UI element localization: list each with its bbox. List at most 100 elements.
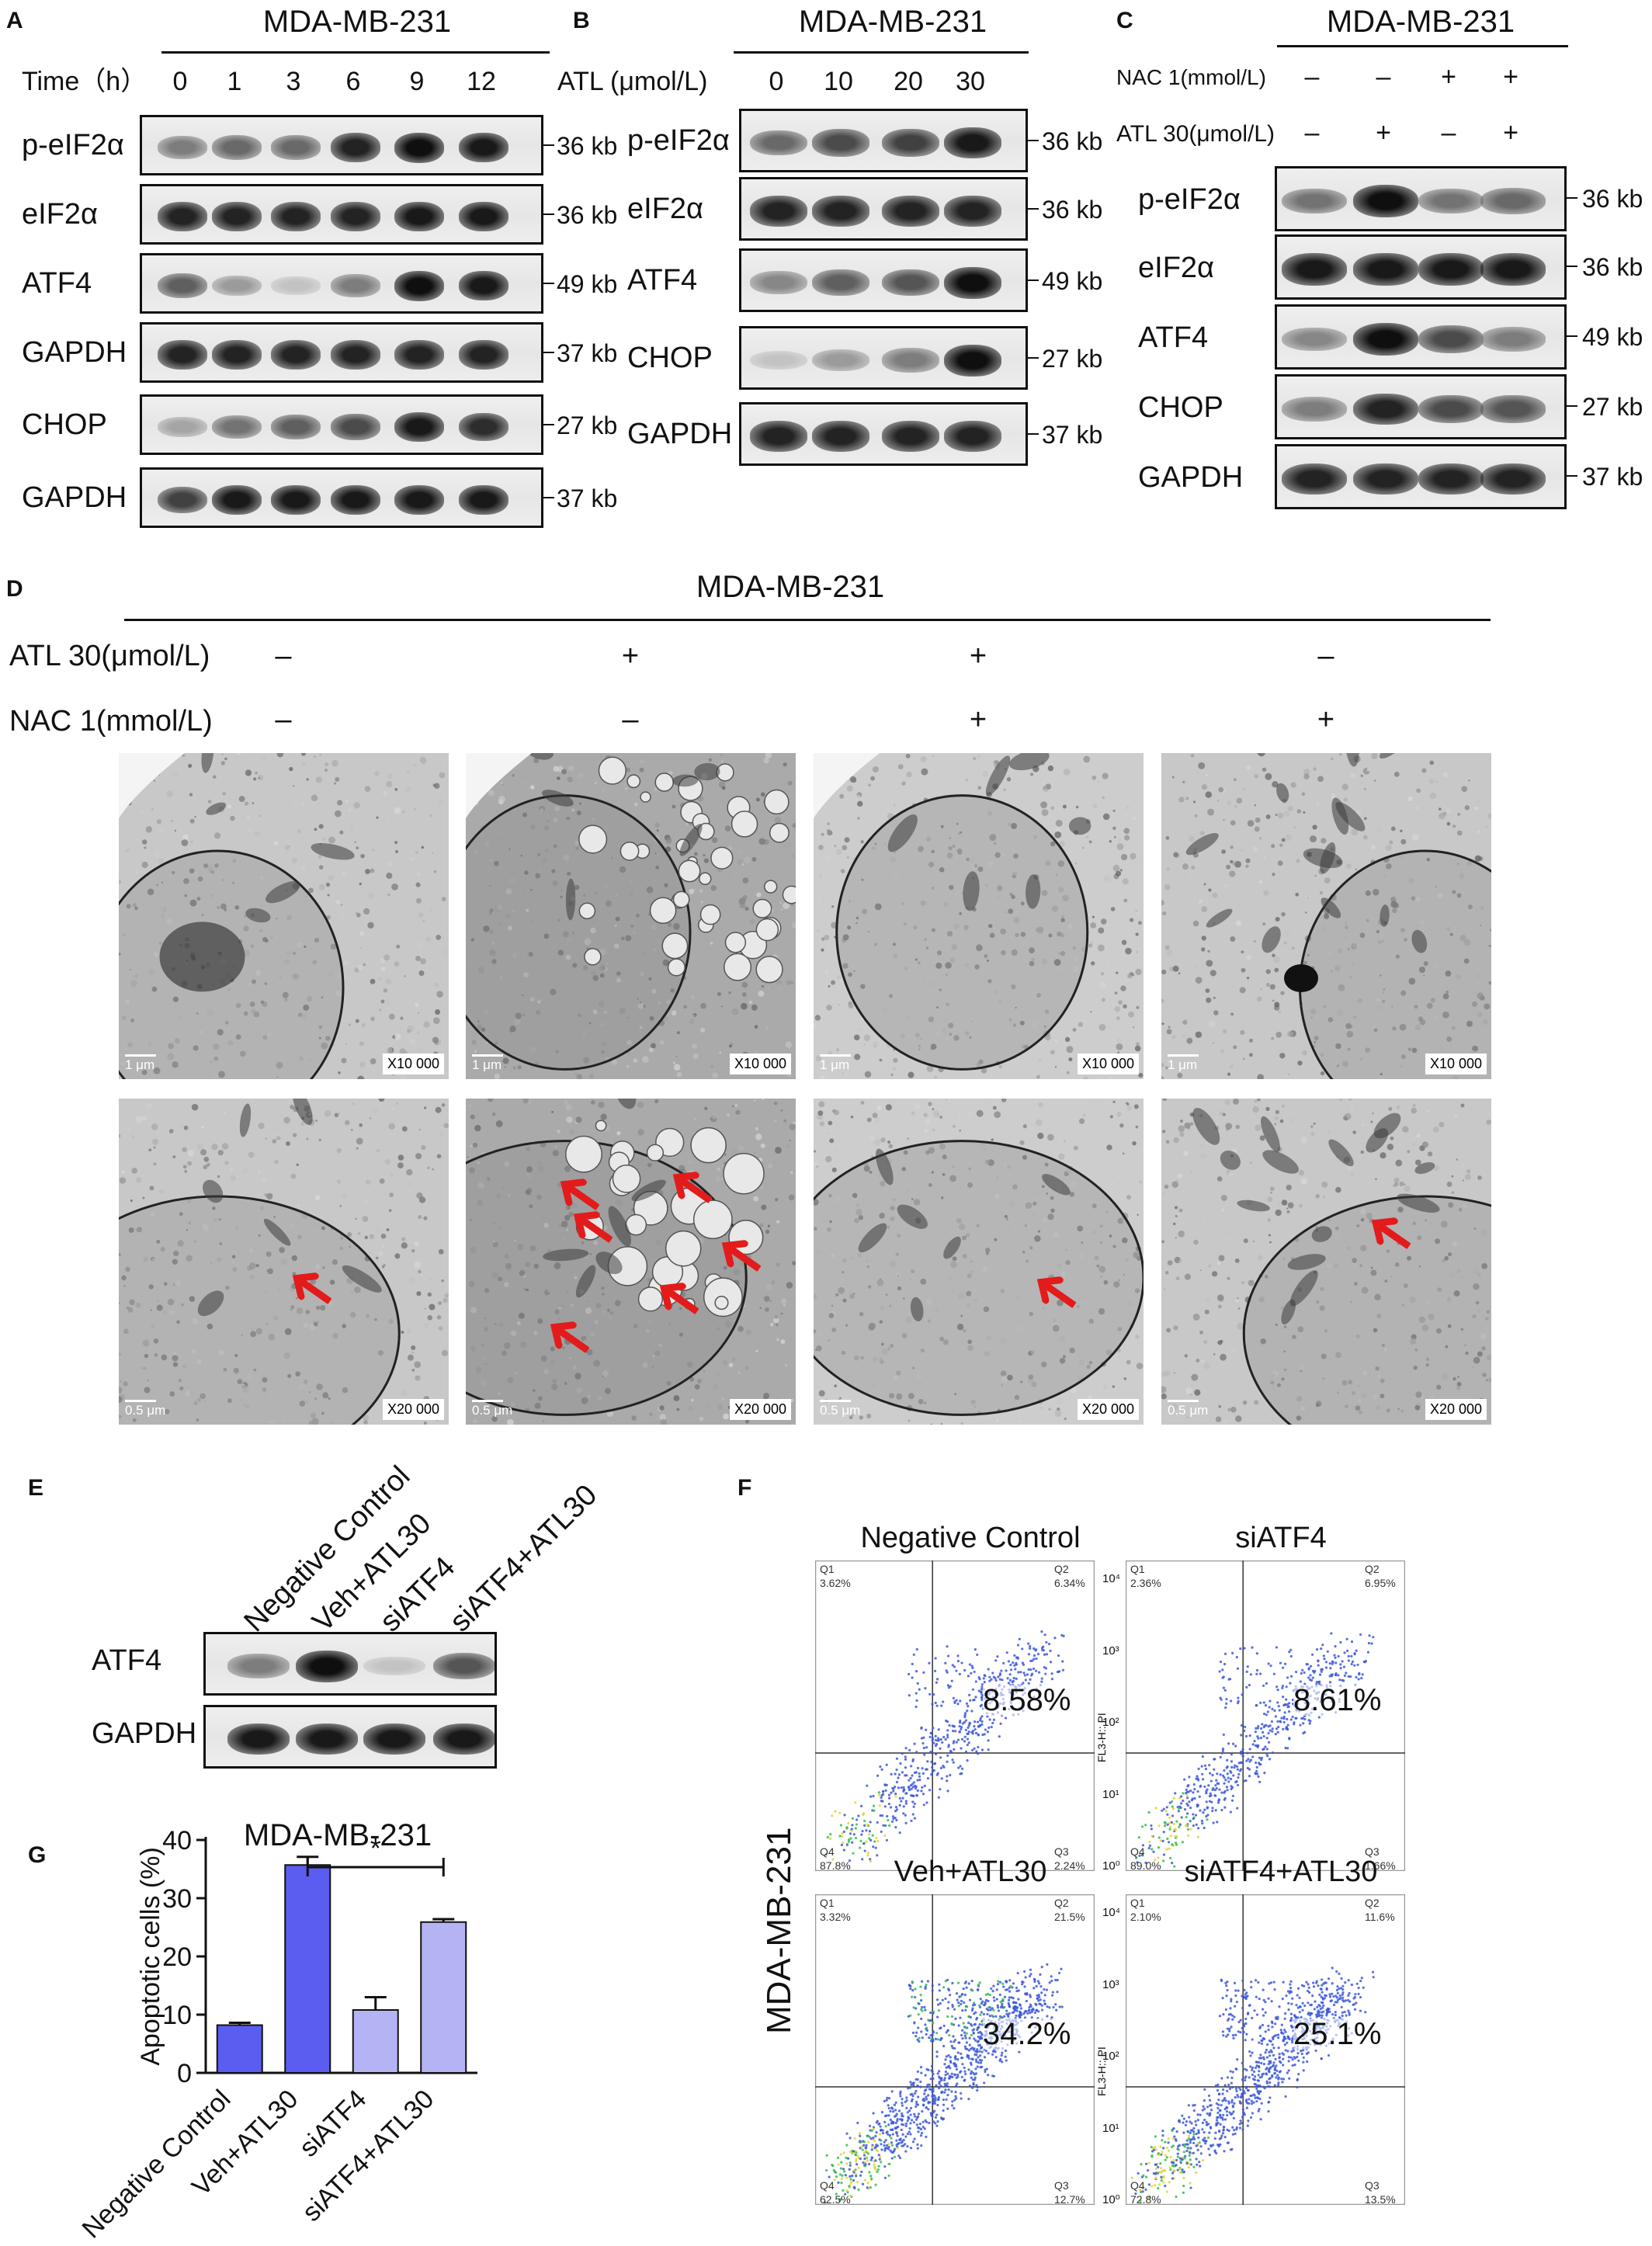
vacuole [731, 811, 758, 838]
blot-row [739, 402, 1028, 466]
quadrant-value: 6.95% [1365, 1577, 1396, 1589]
side-label: MDA-MB-231 [760, 1827, 798, 2035]
band [750, 130, 807, 156]
red-arrow-icon [722, 1240, 762, 1272]
quadrant-value: 3.62% [820, 1577, 851, 1589]
band [363, 1656, 426, 1676]
quadrant-name: Q3 [1365, 2179, 1380, 2192]
vacuole [626, 774, 641, 789]
kb-label: 27 kb [1582, 393, 1643, 421]
lane-label: 0 [769, 67, 784, 96]
band [882, 421, 939, 452]
blot-row [140, 322, 543, 383]
band [750, 350, 807, 370]
row-label: p-eIF2α [1138, 183, 1241, 216]
vacuole [714, 1295, 729, 1310]
row-label: ATF4 [627, 264, 698, 297]
mitochondrion [526, 753, 554, 760]
mitochondrion [1041, 1174, 1071, 1196]
quadrant-value: 6.34% [1054, 1577, 1085, 1589]
nucleus [835, 794, 1089, 1071]
lane-label: 9 [409, 67, 425, 96]
scale-bar: 1 μm [1168, 1054, 1199, 1072]
magnification-label: X20 000 [1425, 1399, 1487, 1420]
kb-label: 36 kb [1042, 127, 1103, 155]
nac-sign: + [969, 703, 987, 736]
atl-sign: + [1503, 118, 1518, 148]
title-rule [1277, 45, 1568, 47]
band [1418, 463, 1484, 495]
atl-label: ATL 30(μmol/L) [1116, 121, 1275, 147]
band [944, 266, 1001, 299]
axis-tick: 10⁰ [1102, 1859, 1120, 1873]
panel-title: MDA-MB-231 [696, 570, 885, 604]
nac-sign: – [1376, 62, 1391, 92]
red-arrow-icon [1371, 1217, 1411, 1249]
mitochondrion [1380, 904, 1390, 927]
panel-letter: F [738, 1475, 752, 1501]
apoptotic-percentage: 8.61% [1293, 1683, 1382, 1717]
panel-letter: G [28, 1842, 47, 1868]
band [812, 421, 869, 452]
mitochondrion [311, 842, 355, 860]
nac-label: NAC 1(mmol/L) [9, 705, 213, 738]
panel-letter: B [573, 8, 590, 33]
band [882, 269, 939, 297]
mitochondrion [910, 1297, 924, 1322]
red-arrow-icon [550, 1321, 591, 1354]
mitochondrion [1335, 802, 1366, 831]
band [394, 411, 445, 443]
mitochondrion [292, 1099, 313, 1126]
band [211, 275, 262, 297]
mitochondrion [943, 1236, 961, 1259]
vacuole [612, 1165, 641, 1193]
band [944, 127, 1001, 159]
band [458, 484, 509, 516]
mitochondrion [1411, 929, 1428, 953]
mitochondrion [1379, 753, 1404, 759]
row-label: CHOP [627, 342, 713, 374]
blot-row [140, 115, 543, 175]
band [432, 1723, 495, 1755]
vacuole [755, 956, 783, 984]
band [1281, 327, 1348, 352]
band [1480, 395, 1546, 423]
mitochondrion [1261, 1116, 1280, 1153]
kb-label: 36 kb [557, 132, 618, 160]
background-space [814, 753, 880, 818]
mitochondrion [1321, 897, 1341, 918]
band [1480, 463, 1546, 495]
mitochondrion [1311, 1226, 1332, 1242]
panel-letter: A [6, 8, 23, 33]
background-space [119, 753, 185, 818]
quadrant-name: Q1 [1130, 1897, 1145, 1909]
kb-label: 49 kb [1582, 323, 1643, 351]
bar [352, 2009, 399, 2074]
mitochondrion [1414, 1162, 1435, 1175]
band [1281, 397, 1348, 422]
mitochondrion [1068, 817, 1092, 835]
mitochondrion [201, 753, 214, 773]
vacuole [667, 958, 685, 977]
mitochondrion [1320, 842, 1336, 874]
condition-label: ATL (μmol/L) [557, 67, 708, 96]
band [270, 484, 321, 516]
quadrant-name: Q2 [1365, 1897, 1380, 1909]
band [211, 484, 262, 516]
scale-bar: 1 μm [472, 1054, 504, 1072]
nac-sign: – [1304, 62, 1320, 92]
band [750, 196, 807, 227]
mitochondrion [897, 1204, 928, 1229]
vacuole [672, 890, 690, 908]
quadrant-value: 2.36% [1130, 1577, 1161, 1589]
band [812, 129, 869, 157]
row-label: GAPDH [22, 481, 127, 514]
vacuole [769, 822, 790, 843]
background-space [466, 753, 532, 818]
red-arrow-icon [560, 1178, 600, 1210]
mitochondrion [1262, 926, 1281, 953]
em-image: X20 000 0.5 μm [119, 1099, 449, 1425]
magnification-label: X20 000 [1077, 1399, 1139, 1420]
plot-title: Negative Control [860, 1522, 1081, 1554]
mitochondrion [858, 1223, 887, 1253]
